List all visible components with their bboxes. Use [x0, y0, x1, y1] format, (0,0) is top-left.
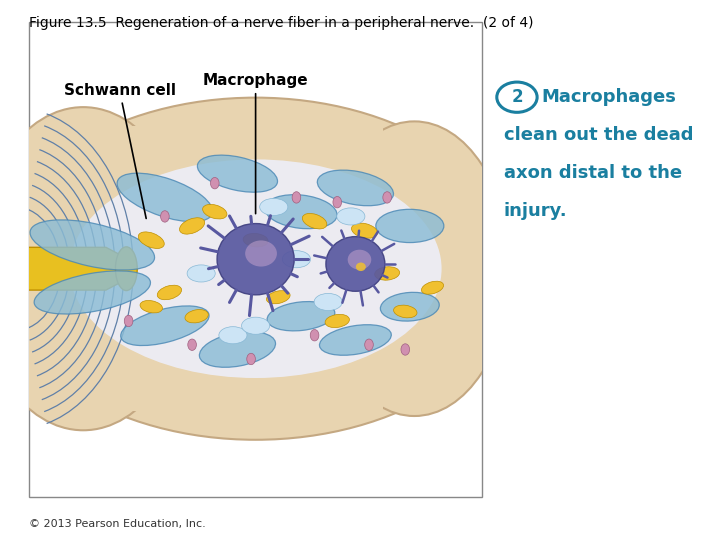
Ellipse shape — [179, 218, 204, 234]
Ellipse shape — [140, 301, 163, 313]
Ellipse shape — [394, 305, 417, 318]
Ellipse shape — [365, 339, 373, 350]
Ellipse shape — [185, 309, 208, 323]
Ellipse shape — [138, 232, 164, 248]
Ellipse shape — [318, 170, 393, 206]
Ellipse shape — [421, 281, 444, 294]
Circle shape — [497, 82, 537, 112]
Text: Macrophages: Macrophages — [541, 88, 676, 106]
Ellipse shape — [217, 224, 294, 295]
Ellipse shape — [241, 317, 270, 334]
Ellipse shape — [314, 293, 342, 310]
Ellipse shape — [374, 267, 400, 280]
FancyBboxPatch shape — [29, 22, 482, 497]
Polygon shape — [11, 247, 124, 290]
Ellipse shape — [380, 292, 439, 321]
Ellipse shape — [383, 192, 392, 203]
Text: 2: 2 — [511, 88, 523, 106]
Ellipse shape — [265, 194, 337, 229]
Ellipse shape — [125, 315, 133, 327]
Ellipse shape — [310, 329, 319, 341]
Ellipse shape — [117, 173, 212, 221]
Ellipse shape — [0, 98, 516, 440]
Ellipse shape — [34, 271, 150, 314]
Ellipse shape — [219, 327, 247, 344]
Ellipse shape — [70, 159, 441, 378]
Ellipse shape — [247, 353, 256, 365]
Text: axon distal to the: axon distal to the — [504, 164, 682, 182]
Ellipse shape — [326, 237, 385, 291]
Ellipse shape — [0, 107, 192, 430]
Ellipse shape — [30, 220, 155, 270]
Ellipse shape — [199, 332, 276, 367]
Text: Macrophage: Macrophage — [203, 73, 308, 214]
Ellipse shape — [302, 213, 327, 229]
Ellipse shape — [337, 208, 365, 225]
Ellipse shape — [197, 155, 277, 192]
Ellipse shape — [348, 249, 372, 269]
Ellipse shape — [121, 306, 209, 346]
Ellipse shape — [292, 192, 301, 203]
Ellipse shape — [187, 265, 215, 282]
Ellipse shape — [266, 291, 290, 304]
Ellipse shape — [246, 240, 277, 267]
Ellipse shape — [202, 205, 227, 219]
Ellipse shape — [282, 251, 310, 268]
Ellipse shape — [161, 211, 169, 222]
Text: clean out the dead: clean out the dead — [504, 126, 693, 144]
Ellipse shape — [267, 301, 335, 331]
Ellipse shape — [260, 198, 288, 215]
Ellipse shape — [401, 344, 410, 355]
Ellipse shape — [319, 122, 510, 416]
Ellipse shape — [188, 339, 197, 350]
Ellipse shape — [376, 210, 444, 242]
Ellipse shape — [325, 314, 349, 328]
Ellipse shape — [243, 233, 268, 247]
Text: Schwann cell: Schwann cell — [63, 83, 176, 219]
Ellipse shape — [210, 178, 219, 189]
Polygon shape — [120, 126, 382, 411]
Ellipse shape — [115, 247, 138, 291]
Text: © 2013 Pearson Education, Inc.: © 2013 Pearson Education, Inc. — [29, 519, 205, 529]
Ellipse shape — [356, 262, 366, 271]
Ellipse shape — [333, 197, 341, 208]
Ellipse shape — [351, 223, 377, 238]
Text: Figure 13.5  Regeneration of a nerve fiber in a peripheral nerve.  (2 of 4): Figure 13.5 Regeneration of a nerve fibe… — [29, 16, 534, 30]
Ellipse shape — [157, 285, 181, 300]
Text: injury.: injury. — [504, 201, 567, 220]
Ellipse shape — [320, 325, 391, 355]
